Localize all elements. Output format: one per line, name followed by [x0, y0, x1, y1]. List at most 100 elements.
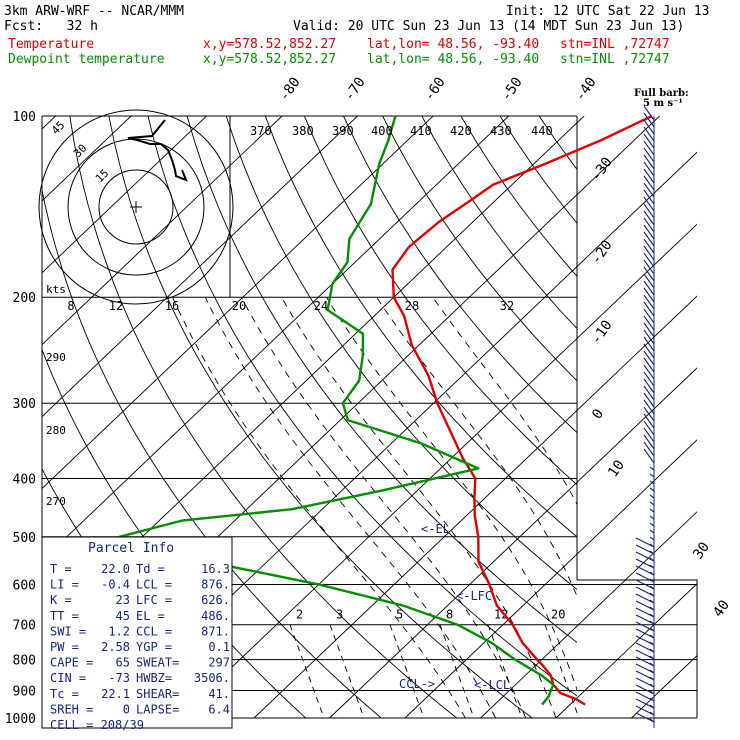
parcel-row-label: LCL =	[136, 578, 172, 592]
pressure-tick-label: 1000	[5, 712, 36, 727]
dry-adiabat	[343, 116, 577, 434]
wind-barb	[643, 371, 655, 387]
temp-scale-label: 16	[165, 299, 179, 313]
lower-frame	[577, 579, 698, 718]
isotherm-label: -40	[572, 74, 600, 104]
wind-barb	[643, 231, 655, 247]
temperature-latlon: lat,lon= 48.56, -93.40	[367, 37, 540, 52]
wind-barb	[643, 273, 655, 289]
parcel-row-value: 0	[123, 702, 130, 716]
temp-scale-label: 24	[314, 299, 328, 313]
hodograph-ring-label: 30	[71, 142, 90, 161]
theta-label: 390	[332, 124, 354, 138]
theta-label: 370	[250, 124, 272, 138]
parcel-row-label: LFC =	[136, 593, 172, 607]
wind-barb-flag	[635, 656, 655, 667]
parcel-row-label: CIN =	[50, 671, 86, 685]
parcel-row-label: T =	[50, 562, 72, 576]
level-annotation: <-LCL	[474, 678, 510, 692]
wind-barb	[643, 203, 655, 219]
isotherm-label: 30	[690, 539, 713, 562]
parcel-row-label: PW =	[50, 640, 79, 654]
pressure-tick-label: 900	[13, 684, 36, 699]
wind-barb-flag	[635, 670, 655, 681]
wind-barb-flag	[635, 537, 655, 548]
wind-barb-flag	[635, 607, 655, 618]
mixing-ratio-label: 20	[551, 608, 565, 622]
dry-adiabat	[303, 116, 577, 486]
isotherm-label: -60	[421, 74, 449, 104]
level-annotation: <-EL	[421, 522, 450, 536]
level-annotation: CCL->	[399, 677, 435, 691]
isotherm-label: -50	[498, 74, 526, 104]
wind-barb	[643, 224, 655, 240]
wind-barb	[643, 350, 655, 366]
wind-barb	[649, 473, 655, 478]
wind-barb-flag	[635, 565, 655, 576]
model-title: 3km ARW-WRF -- NCAR/MMM	[4, 4, 185, 19]
wind-barb	[649, 487, 655, 492]
isotherm	[707, 116, 740, 718]
parcel-row-value: 297	[208, 656, 230, 670]
wind-barb	[643, 252, 655, 268]
pressure-tick-label: 400	[13, 472, 36, 487]
dry-adiabat	[617, 116, 740, 718]
hodograph-unit: kts	[46, 283, 66, 296]
wind-barb	[643, 448, 655, 464]
wind-barb-flag	[635, 621, 655, 632]
wind-barb	[643, 392, 655, 408]
wind-barb-flag	[635, 642, 655, 653]
dewpoint-legend: Dewpoint temperature	[8, 52, 165, 67]
parcel-row-value: 486.	[201, 609, 230, 623]
wind-barb	[643, 196, 655, 212]
wind-barb	[643, 294, 655, 310]
pressure-tick-label: 500	[13, 531, 36, 546]
dry-adiabat	[225, 116, 577, 591]
pressure-tick-label: 600	[13, 578, 36, 593]
parcel-row-value: 6.4	[208, 702, 230, 716]
wind-barb	[643, 280, 655, 296]
wind-barb	[643, 336, 655, 352]
moist-adiabat	[204, 297, 496, 718]
temp-scale-label: 20	[232, 299, 246, 313]
isotherm	[178, 223, 697, 719]
wind-barb	[649, 536, 655, 541]
wind-barb	[643, 182, 655, 198]
theta-e-label: 270	[46, 495, 66, 508]
wind-barb	[643, 378, 655, 394]
parcel-row-label: K =	[50, 593, 72, 607]
isotherm-label: -20	[588, 237, 616, 267]
wind-legend-title: Full barb:	[634, 88, 689, 99]
parcel-row-label: LAPSE=	[136, 702, 179, 716]
wind-barb	[643, 329, 655, 345]
mixing-ratio-lines: 2 3 5 8 12 20	[289, 608, 580, 719]
pressure-tick-label: 300	[13, 397, 36, 412]
wind-barb	[643, 315, 655, 331]
parcel-row-value: 45	[116, 609, 130, 623]
parcel-row-value: 876.	[201, 578, 230, 592]
isotherm-label: 0	[589, 406, 607, 422]
parcel-info-panel: Parcel Info T = 22.0 Td = 16.3 LI = -0.4 LCL = 8…	[41, 536, 233, 732]
wind-barb-flag	[635, 579, 655, 590]
hodograph-ring	[98, 169, 174, 245]
wind-barb	[643, 140, 655, 156]
wind-barb	[643, 217, 655, 233]
wind-barb	[643, 385, 655, 401]
pressure-tick-label: 100	[13, 110, 36, 125]
isotherm	[253, 295, 697, 719]
isotherm	[42, 116, 283, 346]
temp-scale-label: 12	[109, 299, 123, 313]
wind-barb	[649, 515, 655, 520]
wind-barb	[643, 301, 655, 317]
isotherm	[42, 116, 358, 418]
parcel-row-value: 22.0	[101, 562, 130, 576]
parcel-row-value: 65	[116, 656, 130, 670]
temperature-station: stn=INL ,72747	[560, 37, 670, 52]
parcel-row-value: 41.	[208, 687, 230, 701]
parcel-row-label: EL =	[136, 609, 165, 623]
wind-barb	[643, 126, 655, 142]
wind-barb	[643, 168, 655, 184]
wind-barb-flag	[635, 628, 655, 639]
moist-adiabat	[432, 296, 577, 506]
